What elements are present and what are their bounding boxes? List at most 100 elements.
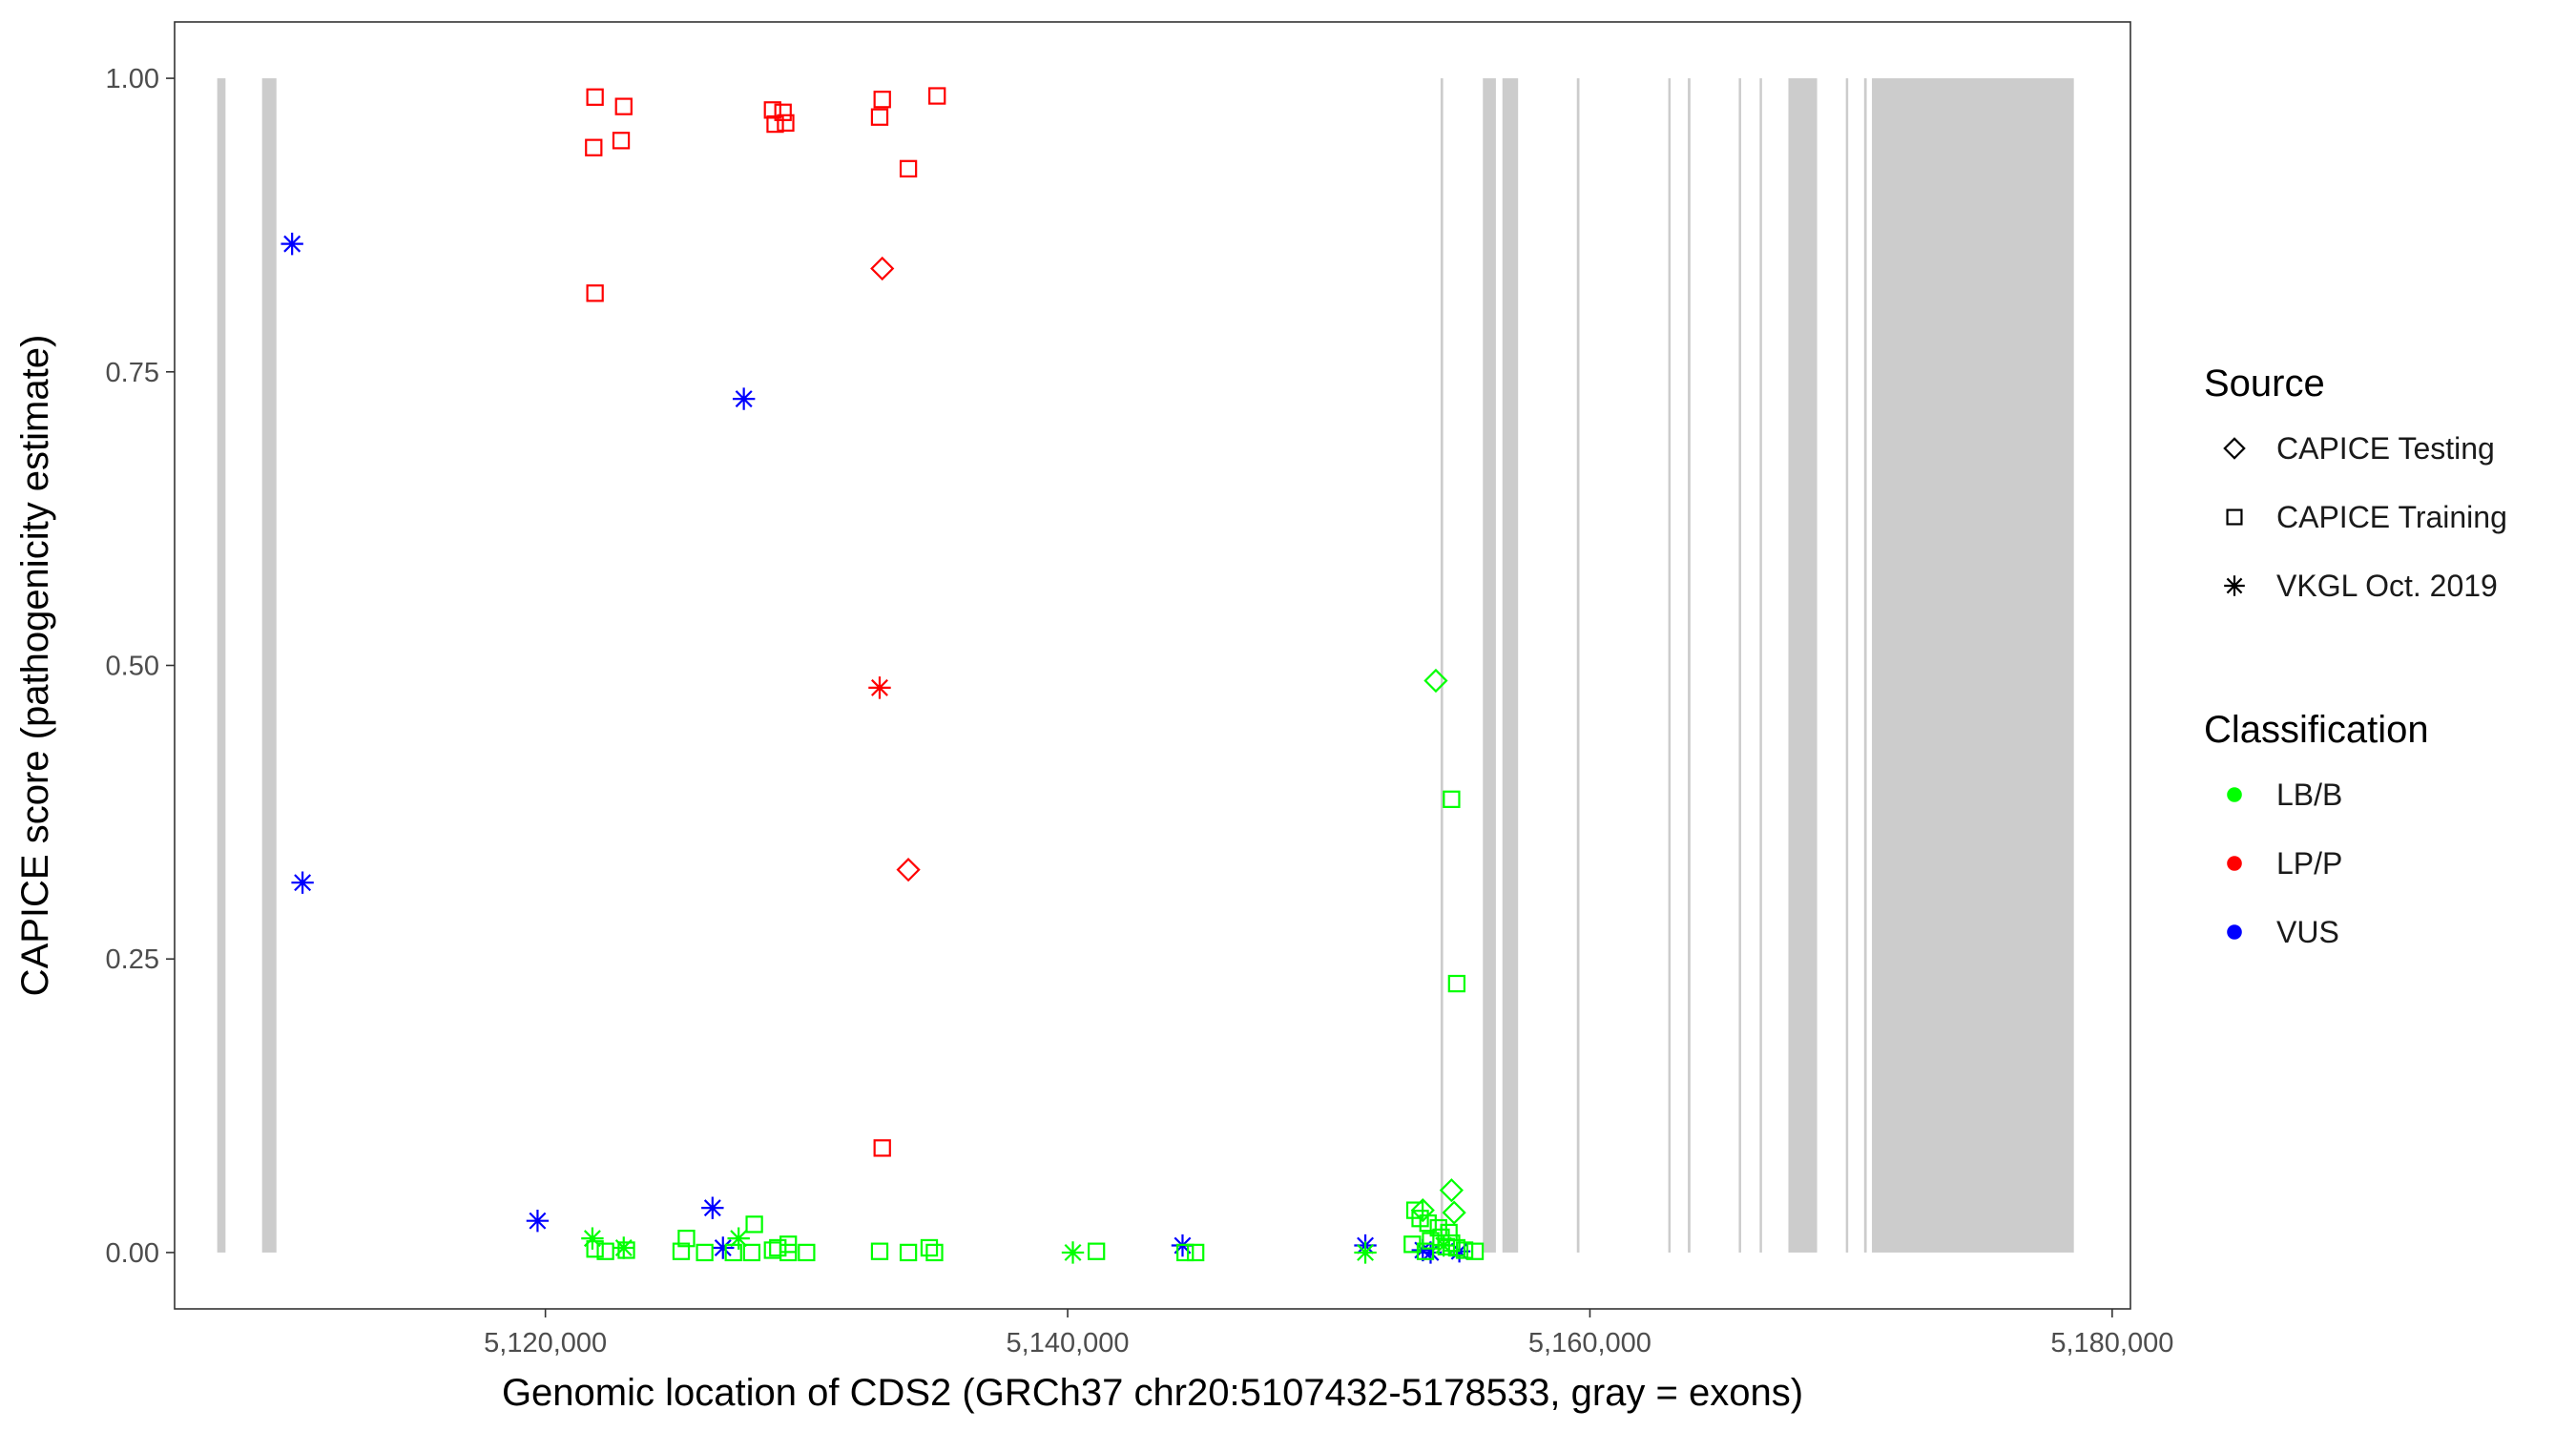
point-lb-b-square: [870, 1242, 889, 1260]
point-vus-asterisk: [291, 871, 314, 894]
exon-band-9: [1738, 78, 1741, 1253]
x-tick-label: 5,140,000: [1007, 1328, 1130, 1358]
point-vus-asterisk: [280, 232, 303, 256]
legend-key-dot: [2227, 787, 2242, 802]
point-vus-asterisk: [526, 1209, 550, 1233]
point-lp-p-square: [870, 108, 889, 126]
point-lb-b-square: [672, 1242, 691, 1260]
point-lp-p-square: [585, 138, 603, 156]
point-lb-b-square: [1443, 790, 1461, 808]
point-lb-b-square: [1087, 1242, 1106, 1260]
exon-band-7: [1668, 78, 1672, 1253]
point-vus-asterisk: [712, 1236, 735, 1259]
point-lb-b-square: [798, 1243, 816, 1262]
exon-band-12: [1845, 78, 1849, 1253]
exon-band-14: [1872, 78, 2074, 1253]
y-tick-label: 0.00: [106, 1238, 159, 1269]
point-lb-b-asterisk: [581, 1227, 604, 1250]
x-tick-label: 5,120,000: [484, 1328, 607, 1358]
point-lp-p-square: [763, 101, 781, 119]
legend-classification-label: VUS: [2276, 915, 2339, 949]
exon-band-8: [1688, 78, 1691, 1253]
legend-key-asterisk: [2224, 575, 2245, 596]
x-axis-title: Genomic location of CDS2 (GRCh37 chr20:5…: [502, 1372, 1803, 1414]
legend-key-dot: [2227, 924, 2242, 940]
point-lb-b-square: [677, 1229, 696, 1248]
legend-classification-label: LP/P: [2276, 846, 2342, 881]
exon-band-2: [261, 78, 277, 1253]
legend: Source CAPICE Testing CAPICE Training VKGL…: [2204, 363, 2507, 949]
point-lp-p-square: [928, 87, 946, 105]
point-lp-p-square: [614, 97, 633, 115]
point-lb-b-square: [1447, 974, 1466, 993]
exon-band-10: [1759, 78, 1762, 1253]
point-lb-b-square: [1465, 1242, 1485, 1260]
point-vus-asterisk: [732, 387, 756, 410]
data-points: [280, 87, 1485, 1264]
point-lp-p-square: [873, 91, 891, 109]
point-lb-b-square: [596, 1242, 614, 1260]
point-lp-p-square: [612, 132, 631, 150]
point-lb-b-diamond: [1439, 1178, 1464, 1203]
point-lb-b-square: [769, 1238, 787, 1257]
legend-classification-title: Classification: [2204, 709, 2429, 751]
legend-source-label: CAPICE Training: [2276, 500, 2507, 534]
point-lp-p-square: [766, 114, 784, 134]
y-tick-label: 1.00: [106, 64, 159, 94]
legend-key-square: [2226, 508, 2243, 526]
plot-panel-border: [174, 21, 2131, 1310]
point-lp-p-asterisk: [868, 676, 891, 699]
point-vus-asterisk: [1419, 1241, 1443, 1264]
point-vus-asterisk: [1411, 1238, 1434, 1262]
x-tick-label: 5,180,000: [2050, 1328, 2173, 1358]
point-lp-p-square: [586, 88, 604, 106]
point-lp-p-square: [873, 1139, 891, 1157]
y-axis-title: CAPICE score (pathogenicity estimate): [14, 335, 56, 997]
point-lb-b-asterisk: [1354, 1241, 1377, 1264]
point-lb-b-asterisk: [613, 1236, 635, 1259]
exon-band-6: [1576, 78, 1580, 1253]
y-tick-label: 0.50: [106, 652, 159, 682]
y-tick-label: 0.75: [106, 358, 159, 388]
legend-key-dot: [2227, 856, 2242, 871]
legend-source-title: Source: [2204, 363, 2325, 404]
point-lb-b-square: [899, 1243, 918, 1262]
point-lb-b-square: [617, 1241, 635, 1259]
point-lb-b-square: [1176, 1243, 1195, 1262]
point-lb-b-square: [779, 1243, 798, 1262]
point-lb-b-square: [1416, 1242, 1435, 1260]
point-vus-asterisk: [701, 1196, 724, 1219]
legend-source-label: VKGL Oct. 2019: [2276, 569, 2498, 603]
x-tick-label: 5,160,000: [1528, 1328, 1652, 1358]
legend-key-diamond: [2223, 437, 2246, 460]
point-lb-b-asterisk: [727, 1227, 750, 1250]
point-lp-p-diamond: [896, 858, 921, 882]
point-lb-b-square: [925, 1243, 944, 1262]
exon-band-4: [1483, 78, 1496, 1253]
point-lb-b-square: [696, 1243, 714, 1262]
point-lb-b-asterisk: [1061, 1241, 1085, 1264]
legend-classification-label: LB/B: [2276, 778, 2342, 812]
point-lp-p-square: [777, 114, 795, 133]
point-lb-b-diamond: [1442, 1200, 1466, 1225]
point-lb-b-square: [1437, 1237, 1456, 1255]
point-lp-p-diamond: [870, 256, 895, 281]
point-lb-b-diamond: [1423, 668, 1448, 694]
point-lb-b-square: [1455, 1241, 1474, 1259]
point-lb-b-square: [742, 1243, 761, 1262]
point-lp-p-square: [899, 159, 918, 178]
point-lp-p-square: [586, 284, 604, 302]
point-lb-b-diamond: [1410, 1198, 1435, 1223]
y-tick-label: 0.25: [106, 944, 159, 975]
exon-band-11: [1788, 78, 1818, 1253]
exon-bands: [217, 78, 2074, 1253]
exon-band-5: [1502, 78, 1519, 1253]
axes: 5,120,000 5,140,000 5,160,000 5,180,000 0.00…: [106, 64, 2174, 1358]
point-lb-b-square: [920, 1238, 939, 1257]
exon-band-1: [217, 78, 226, 1253]
exon-band-13: [1863, 78, 1867, 1253]
legend-classification-items: LB/B LP/P VUS: [2227, 778, 2342, 949]
point-lb-b-square: [1187, 1243, 1205, 1262]
point-lb-b-square: [1419, 1213, 1437, 1233]
